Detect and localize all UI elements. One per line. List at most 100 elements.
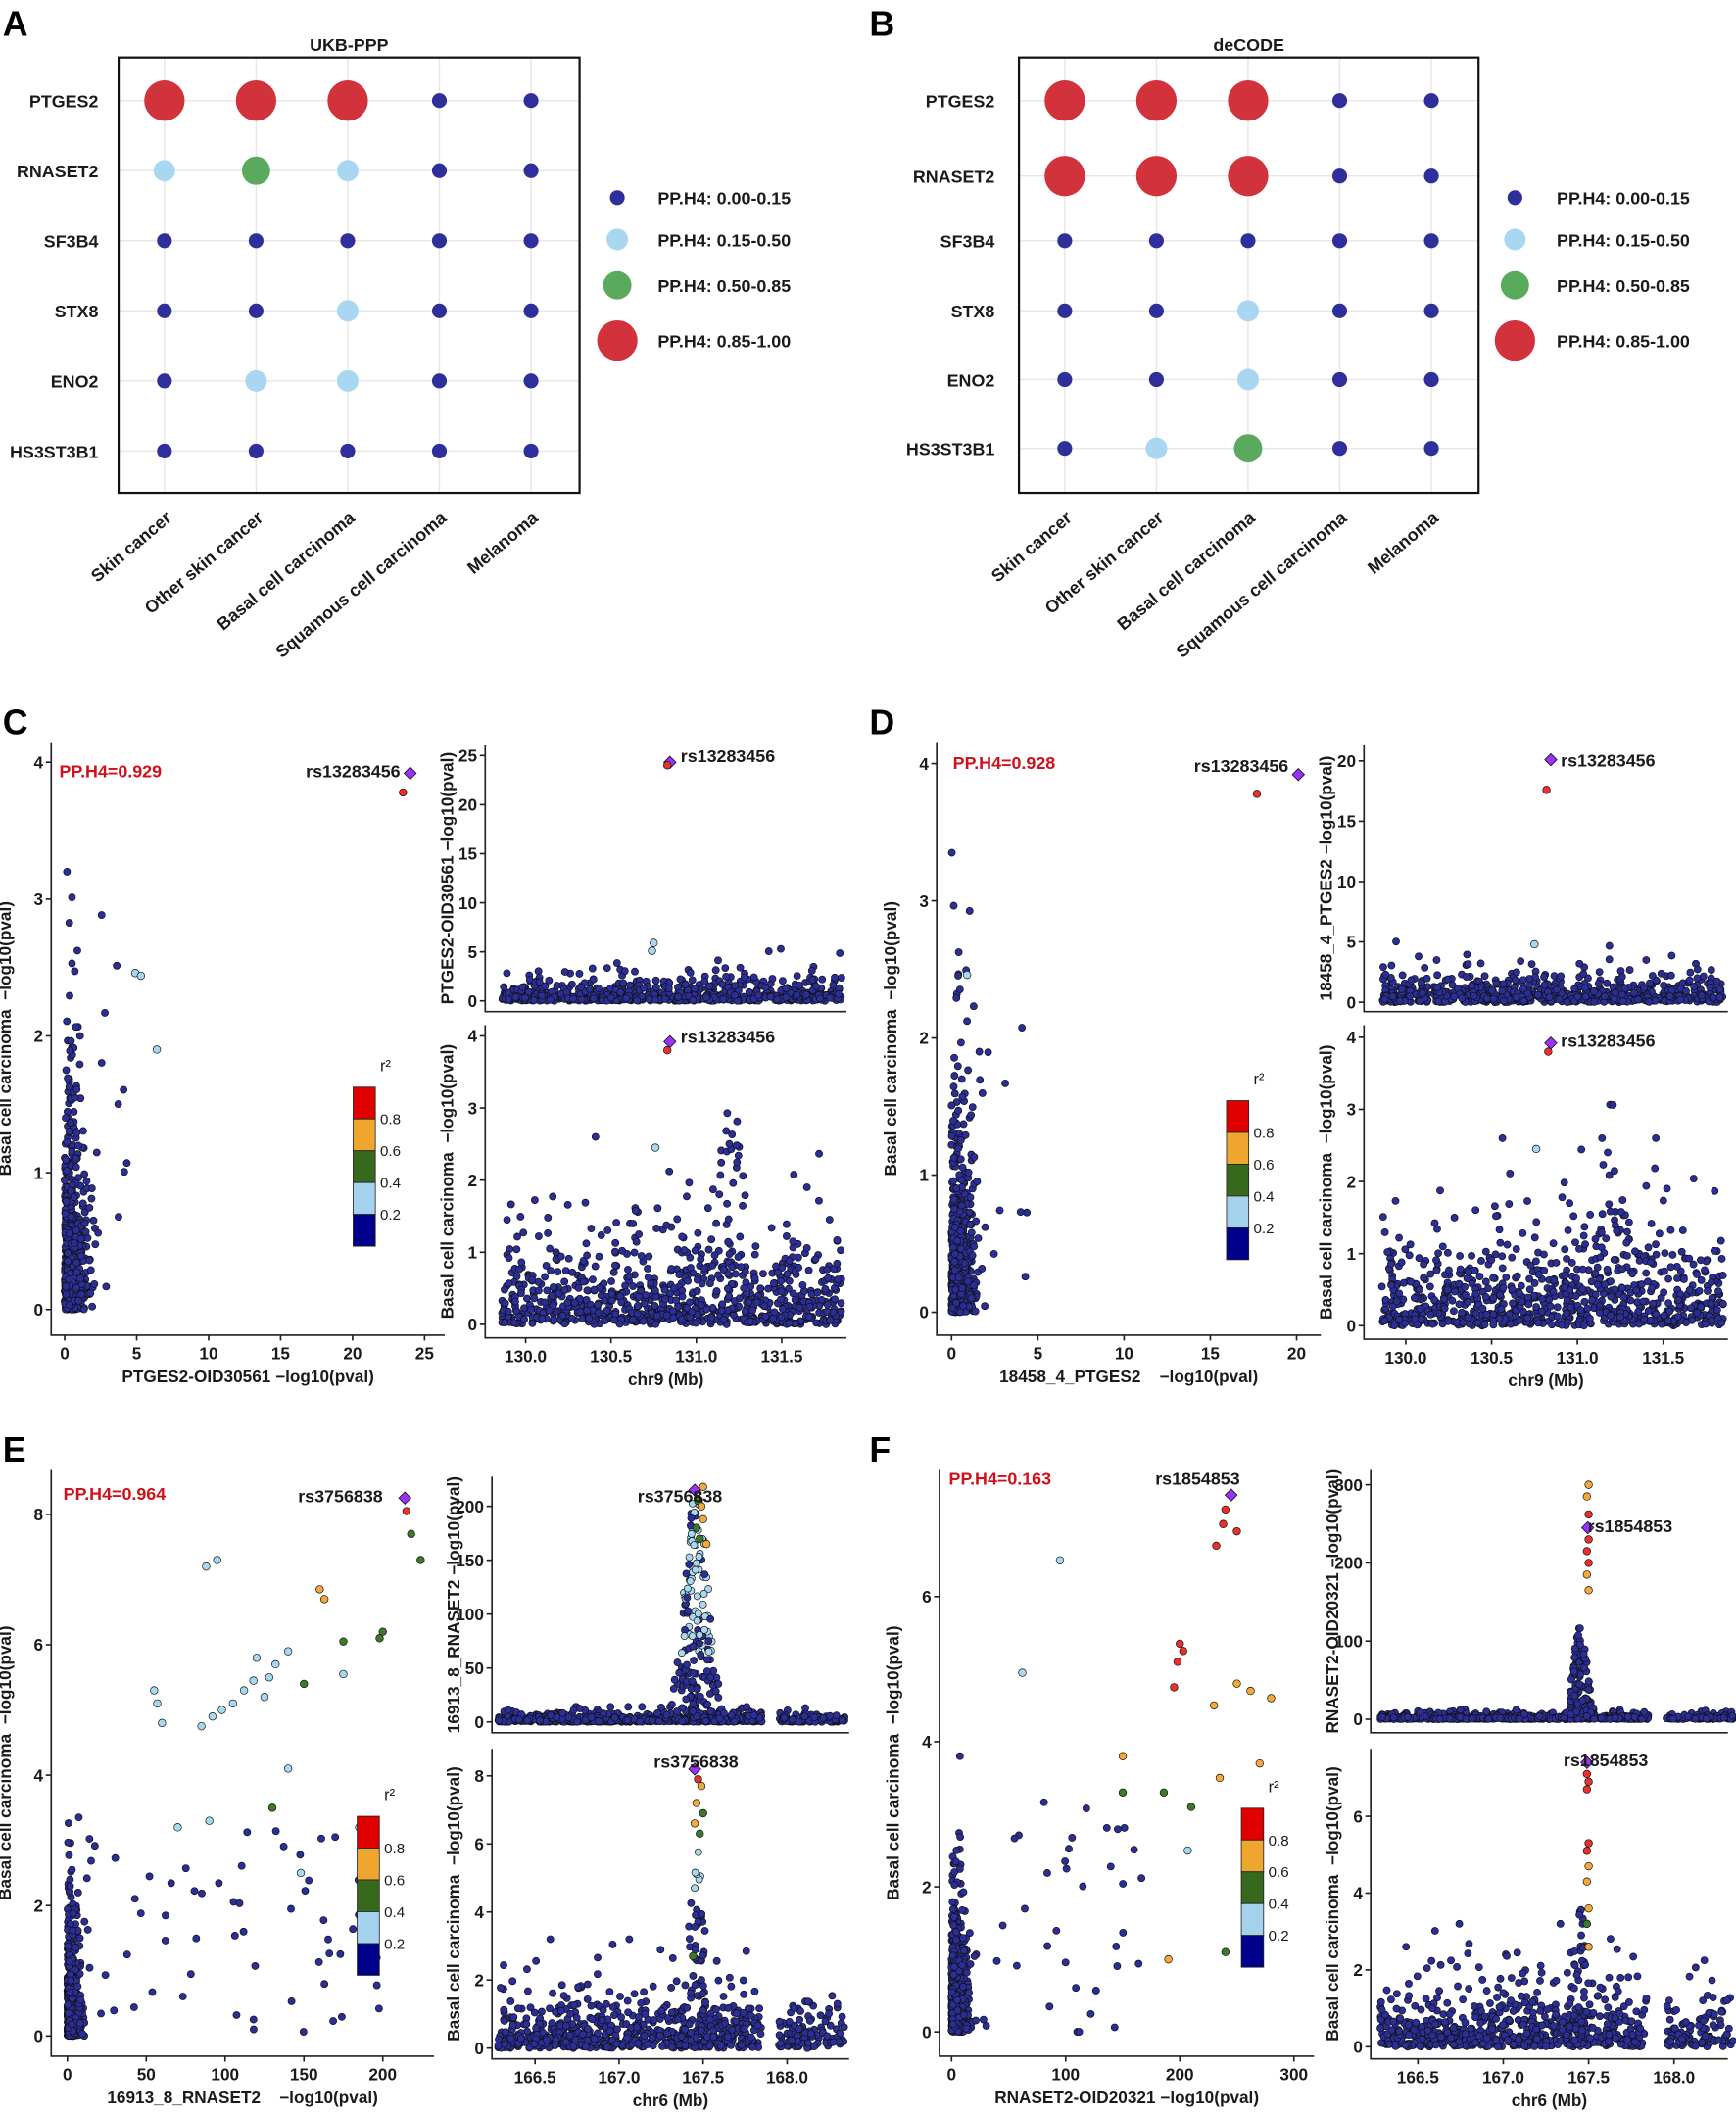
data-point (607, 1296, 616, 1305)
data-point (728, 1263, 737, 1272)
data-point (564, 1254, 573, 1263)
data-point (714, 1271, 723, 1279)
data-point (530, 1196, 539, 1204)
legend-label: PP.H4: 0.50-0.85 (657, 276, 791, 296)
data-point (1463, 950, 1471, 959)
data-point (685, 1178, 694, 1187)
data-point (954, 1274, 963, 1282)
data-point (967, 1228, 976, 1237)
y-tick-label: 3 (33, 889, 43, 909)
data-point (811, 1255, 820, 1264)
data-point (752, 1298, 761, 1307)
data-point (603, 964, 611, 973)
data-point (589, 994, 598, 1003)
data-point (115, 1213, 122, 1222)
data-point (91, 1240, 100, 1249)
data-point (1499, 980, 1508, 988)
dot-ptges2-1 (1135, 80, 1178, 121)
data-point (1523, 989, 1532, 998)
data-point (653, 1204, 662, 1213)
data-point (1524, 1300, 1533, 1309)
data-point (1395, 1289, 1404, 1298)
data-point (1428, 1320, 1437, 1328)
data-point (721, 964, 730, 973)
data-point (576, 1308, 585, 1317)
data-point (1693, 965, 1702, 974)
data-point (1401, 1319, 1410, 1327)
data-point (1600, 992, 1609, 1001)
data-point (716, 1171, 725, 1179)
data-point (1502, 1273, 1511, 1281)
data-point (510, 1319, 518, 1327)
data-point (597, 1231, 605, 1239)
data-point (1434, 1249, 1443, 1258)
data-point (707, 1235, 716, 1244)
data-point (805, 1313, 813, 1322)
data-point (102, 1282, 111, 1291)
data-point (693, 1275, 701, 1284)
data-point (768, 975, 777, 983)
data-point (683, 1192, 691, 1201)
data-point (101, 1009, 109, 1017)
lead-snp-diamond (403, 766, 417, 781)
data-point (723, 1199, 732, 1208)
data-point (1561, 1283, 1569, 1292)
r2-tick-label: 0.6 (1253, 1157, 1274, 1174)
data-point (553, 982, 561, 989)
data-point (1623, 1251, 1631, 1260)
data-point (86, 1289, 95, 1298)
dot-hs3st3b1-3 (1331, 441, 1348, 457)
data-point (1644, 1277, 1652, 1286)
y-tick-label: 0 (919, 1303, 929, 1322)
gene-label: HS3ST3B1 (10, 442, 98, 461)
data-point (703, 1204, 712, 1213)
panel-letter-d: D (869, 702, 894, 742)
data-point (1519, 976, 1527, 985)
data-point (1534, 1271, 1543, 1279)
data-point (1657, 969, 1665, 978)
lead-snp-label: rs13283456 (1194, 756, 1288, 776)
data-point (793, 990, 801, 999)
data-point (823, 1307, 832, 1316)
data-point (1561, 1245, 1569, 1254)
data-point (970, 1153, 979, 1162)
dot-sf3b4-4 (1423, 233, 1439, 249)
y-tick-label: 4 (1346, 1028, 1356, 1047)
data-point (87, 1194, 96, 1203)
data-point (546, 1244, 555, 1253)
data-point (714, 956, 722, 965)
x-axis-label: 18458_4_PTGES2 −log10(pval) (999, 1367, 1258, 1386)
gene-label: SF3B4 (940, 232, 995, 252)
data-point (62, 1114, 70, 1123)
data-point (1617, 973, 1626, 981)
data-point (1495, 1226, 1504, 1234)
data-point (1666, 971, 1675, 980)
disease-label: Squamous cell carcinoma (1173, 507, 1352, 662)
data-point (1651, 996, 1660, 1005)
data-point (516, 1213, 525, 1221)
gene-label: PTGES2 (29, 92, 99, 112)
data-point (1664, 1299, 1672, 1308)
data-point (1021, 1273, 1030, 1281)
data-point (585, 985, 594, 993)
data-point (975, 1047, 984, 1056)
data-point (560, 1320, 569, 1328)
data-point (1471, 1290, 1480, 1299)
lead-snp-diamond (1544, 752, 1558, 767)
dot-stx8-0 (157, 303, 172, 318)
data-point (1646, 1316, 1655, 1324)
data-point (745, 1298, 753, 1307)
data-point (1552, 1258, 1561, 1267)
dot-stx8-4 (1423, 303, 1439, 318)
data-point (1695, 1287, 1704, 1295)
dot-eno2-0 (157, 373, 172, 389)
data-point (1599, 1161, 1608, 1169)
data-point (1563, 998, 1571, 1006)
highlighted-point (662, 1046, 672, 1055)
data-point (1512, 1245, 1520, 1253)
data-point (684, 1276, 692, 1285)
data-point (947, 1131, 956, 1140)
data-point (538, 991, 547, 1000)
data-point (1715, 985, 1724, 993)
